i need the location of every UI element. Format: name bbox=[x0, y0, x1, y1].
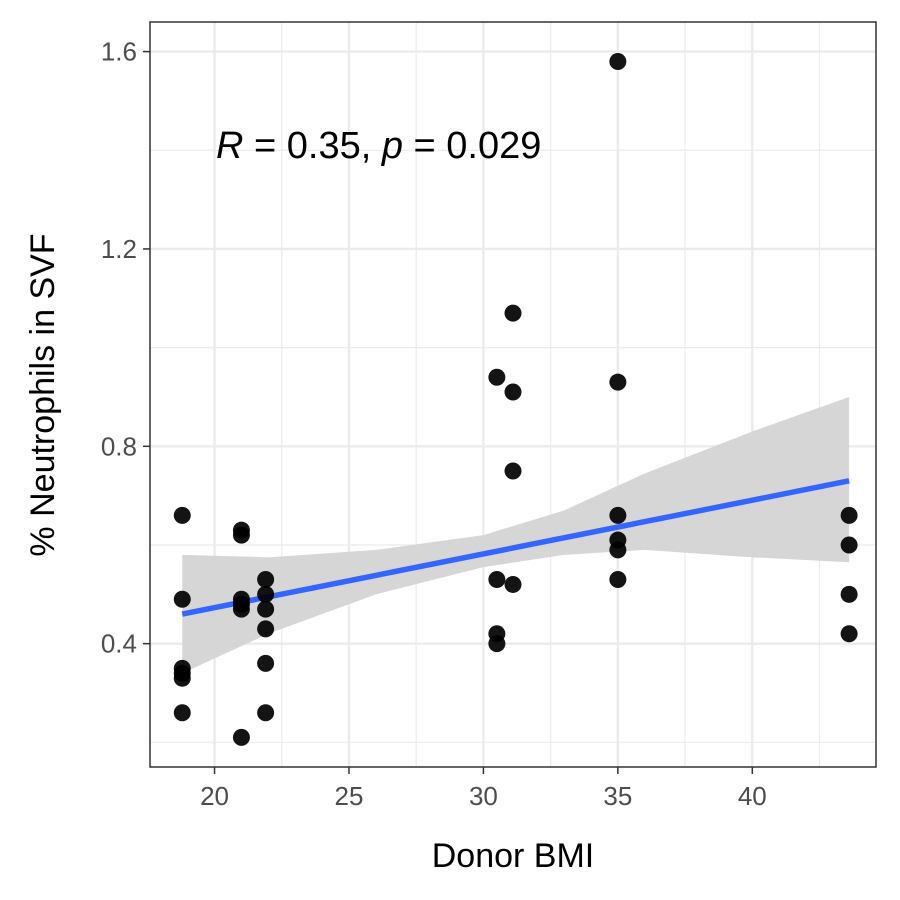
x-axis-title: Donor BMI bbox=[432, 837, 595, 875]
data-point bbox=[173, 669, 191, 687]
data-point bbox=[840, 585, 858, 603]
panel-border bbox=[149, 21, 877, 768]
data-point bbox=[232, 526, 250, 544]
y-tick-label: 0.4 bbox=[101, 629, 137, 659]
y-tick-label: 0.8 bbox=[101, 431, 137, 461]
data-point bbox=[609, 506, 627, 524]
x-tick-label: 40 bbox=[738, 781, 767, 811]
correlation-annotation: R = 0.35, p = 0.029 bbox=[216, 125, 541, 167]
r-label: R bbox=[216, 125, 243, 167]
data-point bbox=[609, 373, 627, 391]
data-point bbox=[609, 571, 627, 589]
y-tick-label: 1.2 bbox=[101, 234, 137, 264]
data-point bbox=[504, 383, 522, 401]
confidence-band-layer bbox=[182, 396, 850, 674]
data-point bbox=[488, 635, 506, 653]
data-point bbox=[609, 541, 627, 559]
fit-line-layer bbox=[181, 478, 850, 617]
data-point bbox=[488, 571, 506, 589]
data-point bbox=[488, 368, 506, 386]
x-tick-label: 20 bbox=[200, 781, 229, 811]
data-point bbox=[257, 585, 275, 603]
x-tick-labels: 20 25 30 35 40 bbox=[200, 781, 767, 811]
data-point bbox=[173, 590, 191, 608]
data-point bbox=[609, 52, 627, 70]
data-point bbox=[504, 304, 522, 322]
y-axis-title: % Neutrophils in SVF bbox=[24, 233, 62, 556]
data-point bbox=[840, 536, 858, 554]
data-point bbox=[840, 506, 858, 524]
data-point bbox=[257, 620, 275, 638]
data-point bbox=[504, 462, 522, 480]
p-label: p bbox=[381, 125, 403, 167]
regression-line bbox=[181, 478, 850, 617]
confidence-band bbox=[182, 396, 850, 674]
y-tick-label: 1.6 bbox=[101, 37, 137, 67]
data-point bbox=[232, 600, 250, 618]
data-point bbox=[840, 625, 858, 643]
y-tick-labels: 0.4 0.8 1.2 1.6 bbox=[101, 37, 137, 659]
data-point bbox=[504, 575, 522, 593]
r-value: = 0.35, bbox=[243, 125, 381, 167]
points-layer bbox=[173, 52, 858, 746]
x-tick-label: 25 bbox=[335, 781, 364, 811]
data-point bbox=[257, 654, 275, 672]
data-point bbox=[257, 600, 275, 618]
data-point bbox=[257, 571, 275, 589]
data-point bbox=[232, 728, 250, 746]
x-tick-label: 30 bbox=[469, 781, 498, 811]
data-point bbox=[173, 704, 191, 722]
data-point bbox=[173, 506, 191, 524]
axis-ticks bbox=[143, 50, 754, 774]
x-tick-label: 35 bbox=[603, 781, 632, 811]
p-value: = 0.029 bbox=[403, 125, 541, 167]
data-point bbox=[257, 704, 275, 722]
